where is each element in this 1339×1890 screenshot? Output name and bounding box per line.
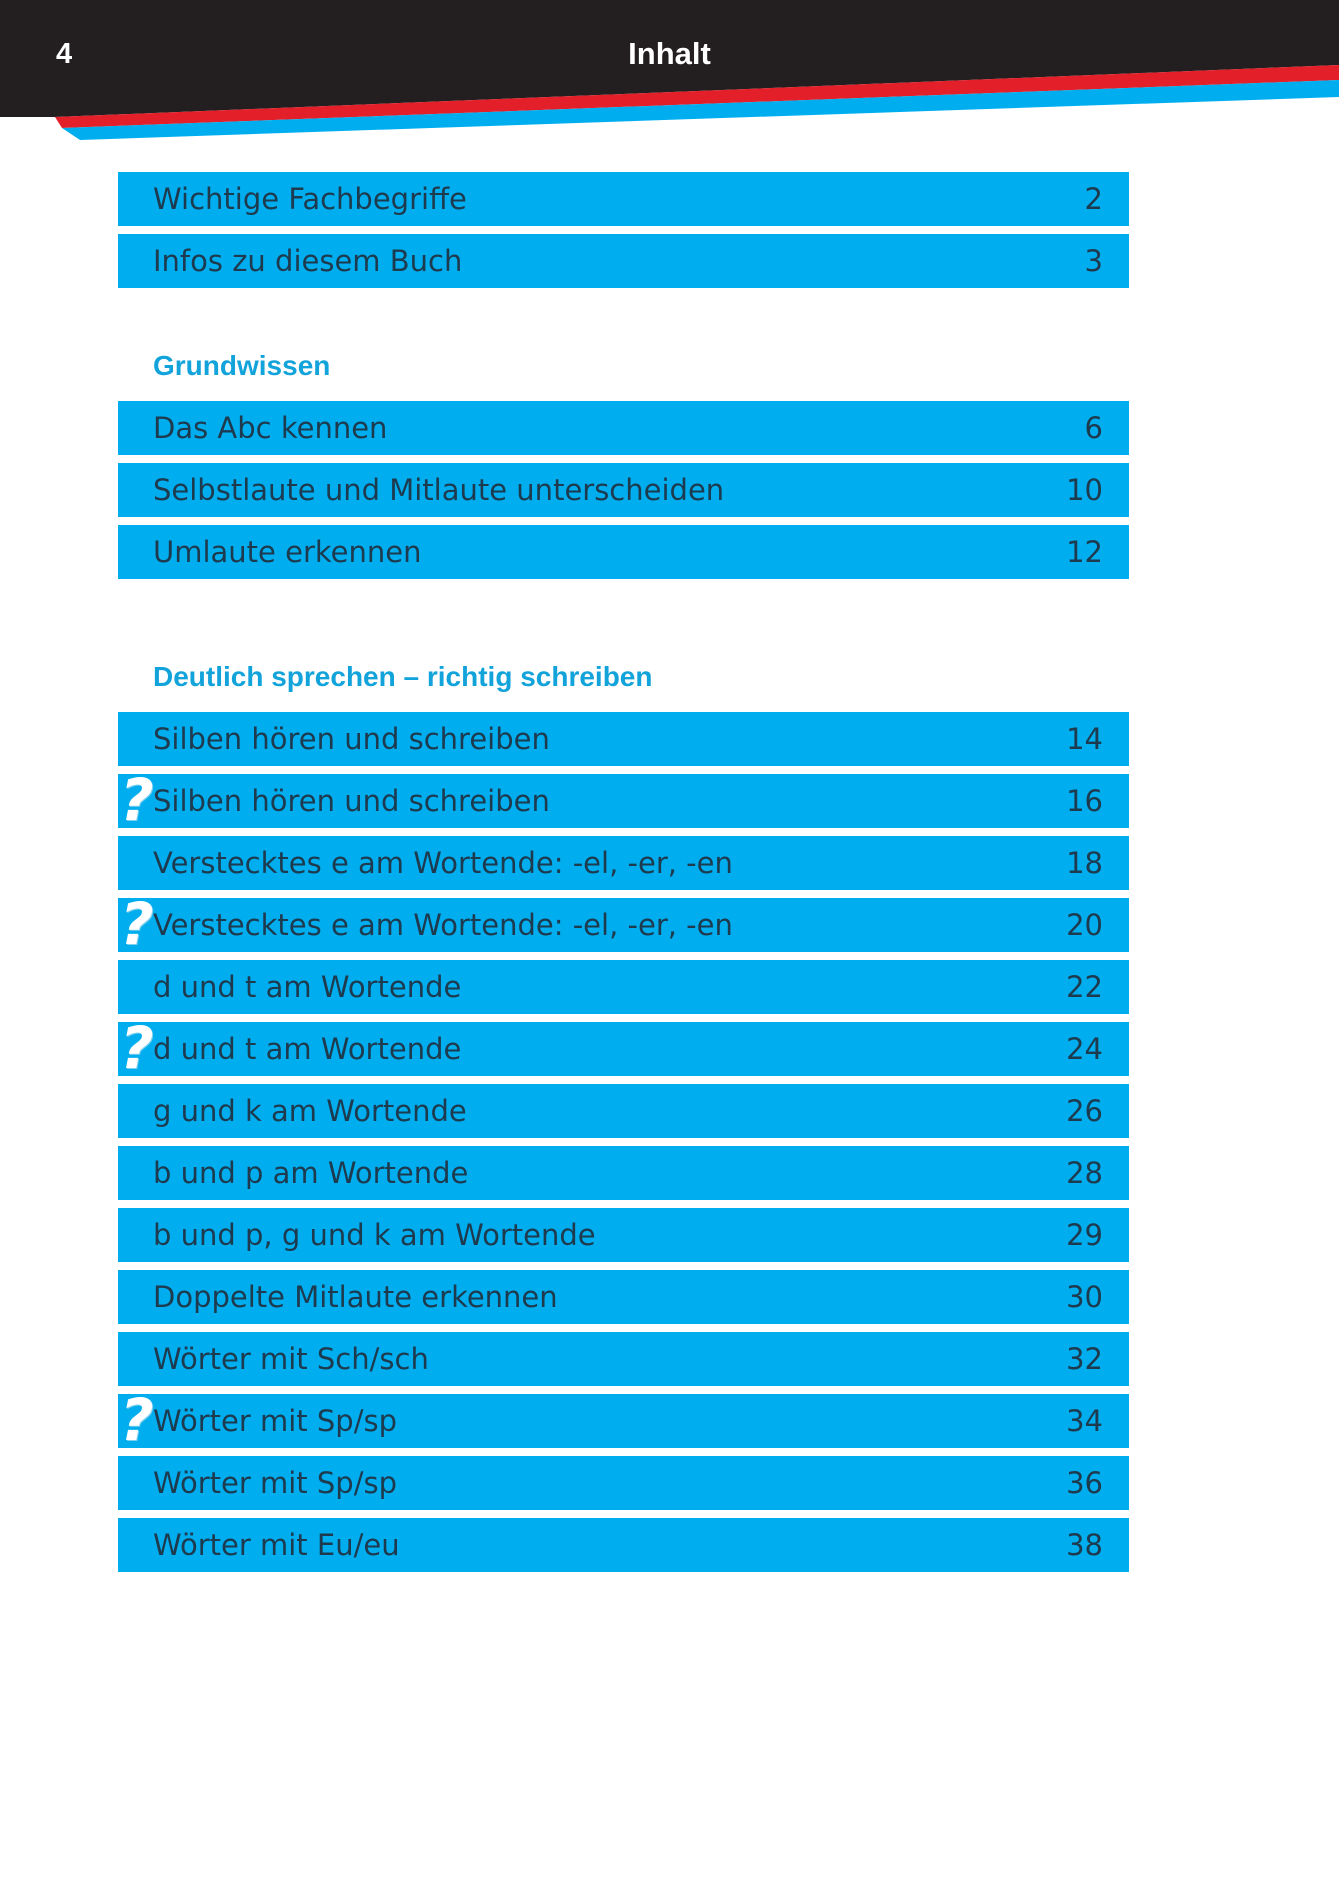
toc-entry[interactable]: Verstecktes e am Wortende: -el, -er, -en… xyxy=(118,836,1129,890)
header-banner xyxy=(0,0,1339,140)
toc-entry-label: Umlaute erkennen xyxy=(153,535,422,569)
toc-entry[interactable]: Wörter mit Sp/sp 36 xyxy=(118,1456,1129,1510)
question-mark-icon: ? xyxy=(120,1386,154,1454)
toc-entry[interactable]: Wörter mit Sch/sch 32 xyxy=(118,1332,1129,1386)
toc-entry-page: 24 xyxy=(1066,1032,1103,1066)
toc-entry-page: 14 xyxy=(1066,722,1103,756)
toc-entry[interactable]: ? d und t am Wortende 24 xyxy=(118,1016,1129,1080)
toc-entry-page: 36 xyxy=(1066,1466,1103,1500)
header-red-stripe xyxy=(55,65,1339,128)
header-blue-stripe xyxy=(62,80,1339,140)
section-heading: Deutlich sprechen – richtig schreiben xyxy=(153,661,653,692)
toc-entry-label: Selbstlaute und Mitlaute unterscheiden xyxy=(153,473,725,507)
toc-entry-label: d und t am Wortende xyxy=(153,970,462,1004)
toc-entry-label: Verstecktes e am Wortende: -el, -er, -en xyxy=(153,846,733,880)
toc-entry[interactable]: b und p am Wortende 28 xyxy=(118,1146,1129,1200)
toc-entry[interactable]: Silben hören und schreiben 14 xyxy=(118,712,1129,766)
page-title: Inhalt xyxy=(628,36,711,71)
header-black xyxy=(0,0,1339,117)
toc-entry-page: 2 xyxy=(1084,182,1103,216)
toc-entry[interactable]: Doppelte Mitlaute erkennen 30 xyxy=(118,1270,1129,1324)
toc-entry-label: Silben hören und schreiben xyxy=(153,722,550,756)
toc-entry-page: 16 xyxy=(1066,784,1103,818)
toc-entry-label: Wörter mit Eu/eu xyxy=(153,1528,400,1562)
toc-entry-page: 22 xyxy=(1066,970,1103,1004)
toc-entry-label: g und k am Wortende xyxy=(153,1094,467,1128)
toc-entry[interactable]: g und k am Wortende 26 xyxy=(118,1084,1129,1138)
toc-entry-label: Wörter mit Sp/sp xyxy=(153,1466,397,1500)
toc-entry-page: 3 xyxy=(1084,244,1103,278)
toc-entry-label: Verstecktes e am Wortende: -el, -er, -en xyxy=(153,908,733,942)
toc-entry-page: 30 xyxy=(1066,1280,1103,1314)
toc-entry-label: Doppelte Mitlaute erkennen xyxy=(153,1280,558,1314)
toc-entry-label: b und p, g und k am Wortende xyxy=(153,1218,596,1252)
toc-entry-page: 29 xyxy=(1066,1218,1103,1252)
section-heading: Grundwissen xyxy=(153,350,331,381)
toc-entry[interactable]: b und p, g und k am Wortende 29 xyxy=(118,1208,1129,1262)
toc-entry-label: b und p am Wortende xyxy=(153,1156,469,1190)
toc-entry[interactable]: d und t am Wortende 22 xyxy=(118,960,1129,1014)
toc-entry-page: 20 xyxy=(1066,908,1103,942)
toc-entry-page: 18 xyxy=(1066,846,1103,880)
toc-entry-page: 32 xyxy=(1066,1342,1103,1376)
toc-entry[interactable]: Wörter mit Eu/eu 38 xyxy=(118,1518,1129,1572)
toc-entry[interactable]: Selbstlaute und Mitlaute unterscheiden 10 xyxy=(118,463,1129,517)
toc-entry-page: 34 xyxy=(1066,1404,1103,1438)
toc-entry-label: Silben hören und schreiben xyxy=(153,784,550,818)
toc-entry-label: Wichtige Fachbegriffe xyxy=(153,182,467,216)
toc-entry[interactable]: Infos zu diesem Buch 3 xyxy=(118,234,1129,288)
question-mark-icon: ? xyxy=(120,1014,154,1082)
toc-entry-label: Wörter mit Sch/sch xyxy=(153,1342,429,1376)
page-number: 4 xyxy=(56,38,73,70)
toc-entry-page: 26 xyxy=(1066,1094,1103,1128)
toc-entry[interactable]: ? Verstecktes e am Wortende: -el, -er, -e… xyxy=(118,892,1129,956)
toc-entry-page: 38 xyxy=(1066,1528,1103,1562)
toc-entry[interactable]: ? Silben hören und schreiben 16 xyxy=(118,768,1129,832)
toc-entry-label: Das Abc kennen xyxy=(153,411,388,445)
toc-entry-page: 28 xyxy=(1066,1156,1103,1190)
toc-entry[interactable]: Umlaute erkennen 12 xyxy=(118,525,1129,579)
toc-entry-label: Wörter mit Sp/sp xyxy=(153,1404,397,1438)
toc-entry-page: 10 xyxy=(1066,473,1103,507)
toc-entry[interactable]: ? Wörter mit Sp/sp 34 xyxy=(118,1388,1129,1452)
question-mark-icon: ? xyxy=(120,890,154,958)
toc-entry[interactable]: Das Abc kennen 6 xyxy=(118,401,1129,455)
toc-entry[interactable]: Wichtige Fachbegriffe 2 xyxy=(118,172,1129,226)
toc-entry-label: d und t am Wortende xyxy=(153,1032,462,1066)
question-mark-icon: ? xyxy=(120,766,154,834)
toc-entry-label: Infos zu diesem Buch xyxy=(153,244,463,278)
toc-entry-page: 6 xyxy=(1084,411,1103,445)
table-of-contents: Wichtige Fachbegriffe 2 Infos zu diesem Bu… xyxy=(118,172,1129,1580)
toc-entry-page: 12 xyxy=(1066,535,1103,569)
